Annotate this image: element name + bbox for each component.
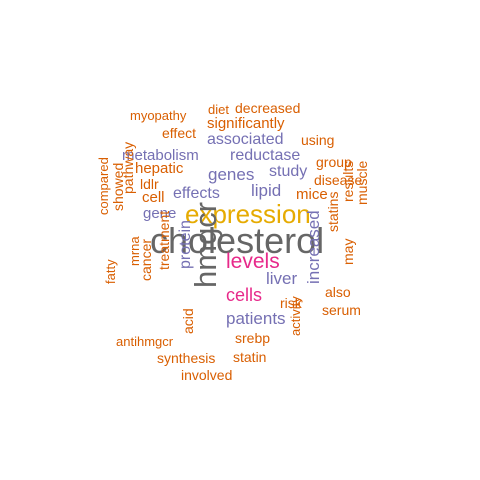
word-decreased: decreased xyxy=(235,100,301,116)
word-treatment: treatment xyxy=(156,210,172,270)
word-patients: patients xyxy=(226,309,286,328)
word-liver: liver xyxy=(266,269,298,288)
word-gene: gene xyxy=(143,205,177,222)
word-expression: expression xyxy=(185,199,311,229)
word-statins: statins xyxy=(325,191,341,232)
word-metabolism: metabolism xyxy=(122,147,199,164)
word-may: may xyxy=(340,238,356,265)
word-antihmgcr: antihmgcr xyxy=(116,334,174,349)
word-cholesterol: cholesterol xyxy=(150,220,325,261)
word-risk: risk xyxy=(280,295,302,311)
word-myopathy: myopathy xyxy=(130,108,187,123)
word-protein: protein xyxy=(177,220,194,269)
word-srebp: srebp xyxy=(235,330,271,346)
word-results: results xyxy=(340,160,356,202)
word-hmgcr: hmgcr xyxy=(188,201,223,288)
word-cancer: cancer xyxy=(138,238,154,281)
word-activity: activity xyxy=(288,296,303,336)
word-effect: effect xyxy=(162,125,196,141)
word-hepatic: hepatic xyxy=(135,160,184,177)
word-lipid: lipid xyxy=(251,181,282,200)
word-serum: serum xyxy=(322,302,361,318)
word-disease: disease xyxy=(314,172,363,188)
word-using: using xyxy=(301,132,335,148)
word-acid: acid xyxy=(180,308,196,334)
word-involved: involved xyxy=(181,367,233,383)
word-study: study xyxy=(269,163,308,180)
word-statin: statin xyxy=(233,349,267,365)
word-reductase: reductase xyxy=(230,147,301,164)
word-significantly: significantly xyxy=(207,115,285,132)
word-levels: levels xyxy=(226,250,280,273)
word-synthesis: synthesis xyxy=(157,350,216,366)
word-genes: genes xyxy=(208,165,255,184)
word-group: group xyxy=(316,154,352,170)
word-compared: compared xyxy=(96,157,111,215)
word-ldlr: ldlr xyxy=(140,176,159,192)
word-mice: mice xyxy=(296,186,328,203)
word-muscle: muscle xyxy=(354,160,370,205)
word-diet: diet xyxy=(208,102,229,117)
word-effects: effects xyxy=(173,185,220,202)
word-showed: showed xyxy=(110,162,126,211)
word-also: also xyxy=(325,284,351,300)
word-increased: increased xyxy=(304,210,323,284)
word-cells: cells xyxy=(226,285,263,305)
word-associated: associated xyxy=(207,131,284,148)
word-fatty: fatty xyxy=(103,259,118,284)
word-cell: cell xyxy=(142,189,165,206)
